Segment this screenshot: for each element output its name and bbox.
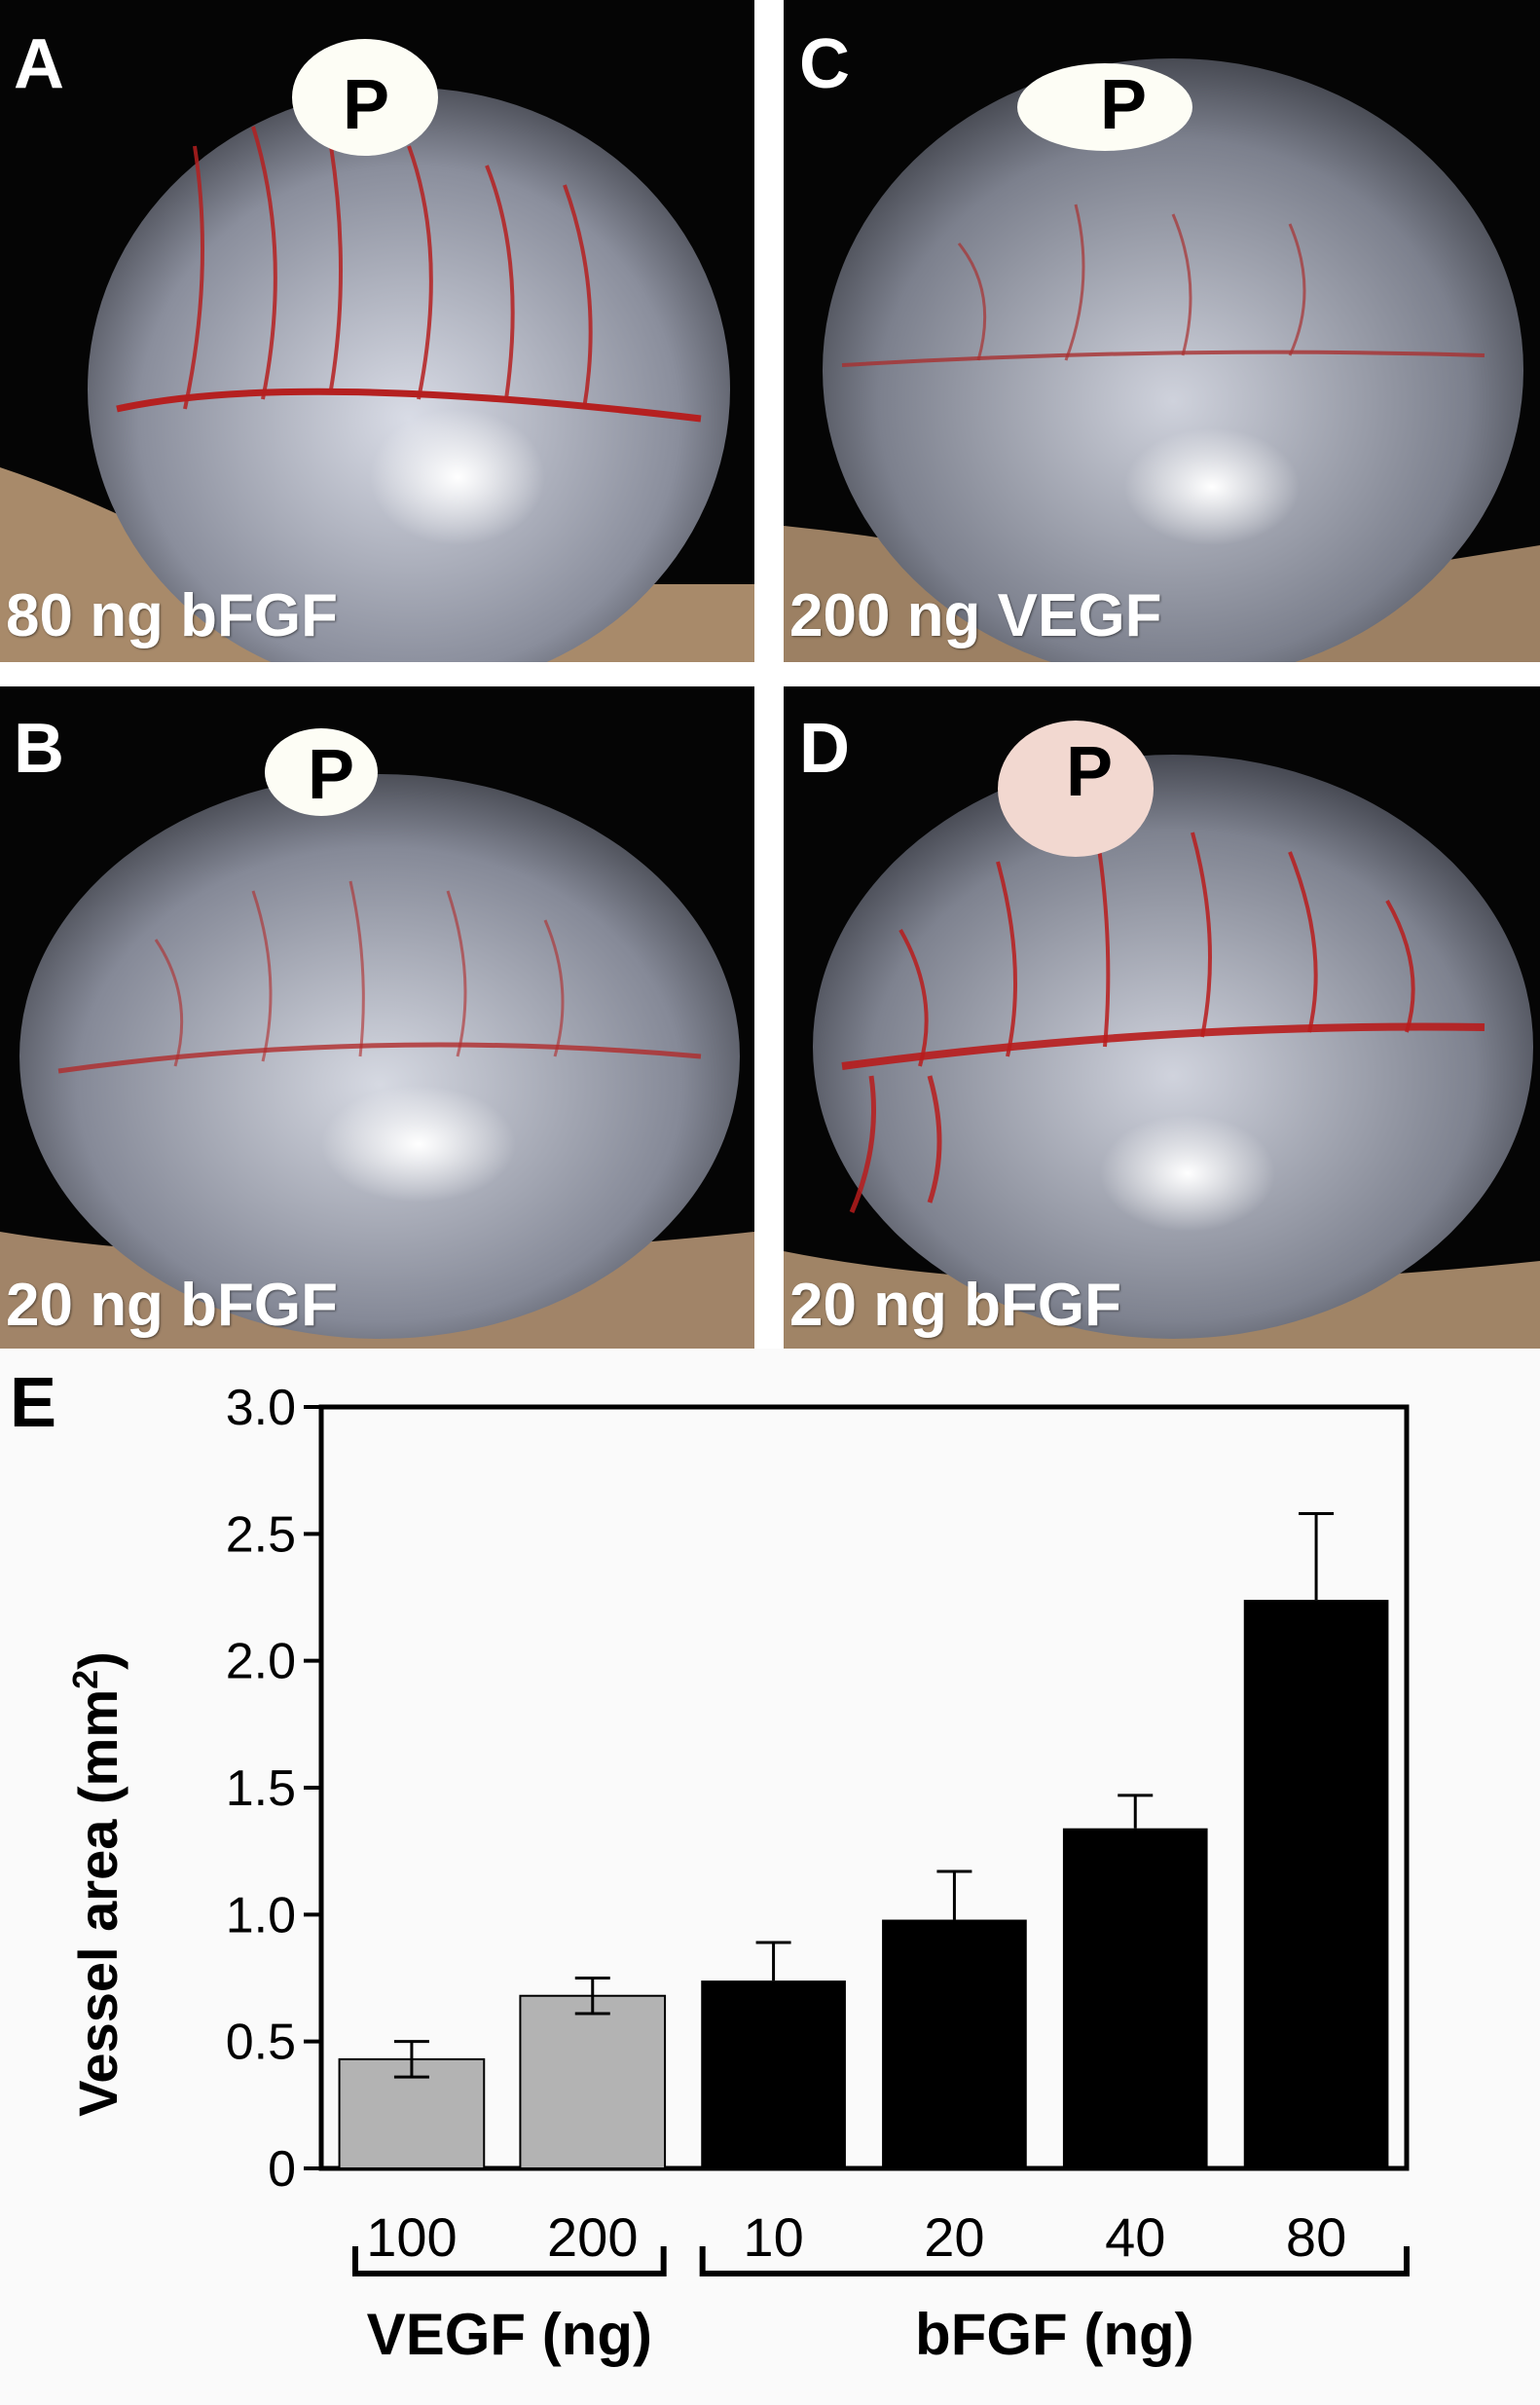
bar-chart: Vessel area (mm2) 0 0.5 1.0 1.5 2.0 2.5 3.0 100… — [65, 1380, 1410, 2367]
panel-letter: E — [10, 1364, 57, 1442]
x-tick-label: 40 — [1105, 2206, 1165, 2268]
pellet-label: P — [1100, 66, 1148, 144]
photo-panel-d: D P 20 ng bFGF — [784, 686, 1540, 1349]
x-tick-label: 100 — [366, 2206, 457, 2268]
group-bracket — [699, 2246, 1410, 2276]
y-tick-label: 2.5 — [226, 1506, 296, 1563]
photo-panel-c: C P 200 ng VEGF — [784, 0, 1540, 662]
bar — [701, 1980, 846, 2168]
eye-photo-b — [0, 686, 754, 1349]
pellet-label: P — [308, 736, 355, 814]
panel-caption: 200 ng VEGF — [789, 582, 1162, 649]
panel-caption: 80 ng bFGF — [6, 582, 338, 649]
eye-photo-a — [0, 0, 754, 662]
panel-letter: B — [14, 710, 64, 788]
y-axis-label-text: Vessel area (mm — [67, 1689, 128, 2117]
group-bracket — [352, 2246, 667, 2276]
y-tick-label: 1.0 — [226, 1887, 296, 1943]
y-tick-label: 2.0 — [226, 1634, 296, 1690]
panel-letter: D — [799, 710, 850, 788]
pellet-label: P — [343, 66, 390, 144]
y-tick-label: 0.5 — [226, 2015, 296, 2071]
y-tick-label: 0 — [268, 2141, 296, 2198]
panel-caption: 20 ng bFGF — [789, 1272, 1121, 1339]
y-axis-label-close: ) — [67, 1651, 128, 1670]
photo-panel-b: B P 20 ng bFGF — [0, 686, 754, 1349]
x-tick-label: 20 — [924, 2206, 984, 2268]
group-label: VEGF (ng) — [367, 2302, 652, 2367]
panel-letter: C — [799, 25, 850, 103]
y-tick-label: 3.0 — [226, 1380, 296, 1436]
panel-caption: 20 ng bFGF — [6, 1272, 338, 1339]
bar — [1243, 1600, 1389, 2168]
eye-photo-d — [784, 686, 1540, 1349]
pellet-label: P — [1066, 733, 1114, 811]
bar-chart-panel: E Vessel area (mm2) 0 0.5 1.0 1.5 2.0 2.5 3.0 1… — [0, 1349, 1540, 2405]
bar — [882, 1919, 1027, 2168]
group-label: bFGF (ng) — [915, 2302, 1194, 2367]
photo-panel-a: A P 80 ng bFGF — [0, 0, 754, 662]
y-tick-label: 1.5 — [226, 1760, 296, 1817]
x-tick-label: 200 — [547, 2206, 638, 2268]
eye-photo-c — [784, 0, 1540, 662]
svg-text:Vessel area (mm2): Vessel area (mm2) — [65, 1651, 128, 2117]
x-tick-label: 80 — [1286, 2206, 1346, 2268]
bar — [519, 1994, 667, 2169]
y-axis-label: Vessel area (mm2) — [65, 1651, 128, 2117]
bar — [1062, 1828, 1208, 2168]
panel-letter: A — [14, 25, 64, 103]
x-tick-label: 10 — [743, 2206, 803, 2268]
y-axis-label-superscript: 2 — [65, 1670, 105, 1689]
